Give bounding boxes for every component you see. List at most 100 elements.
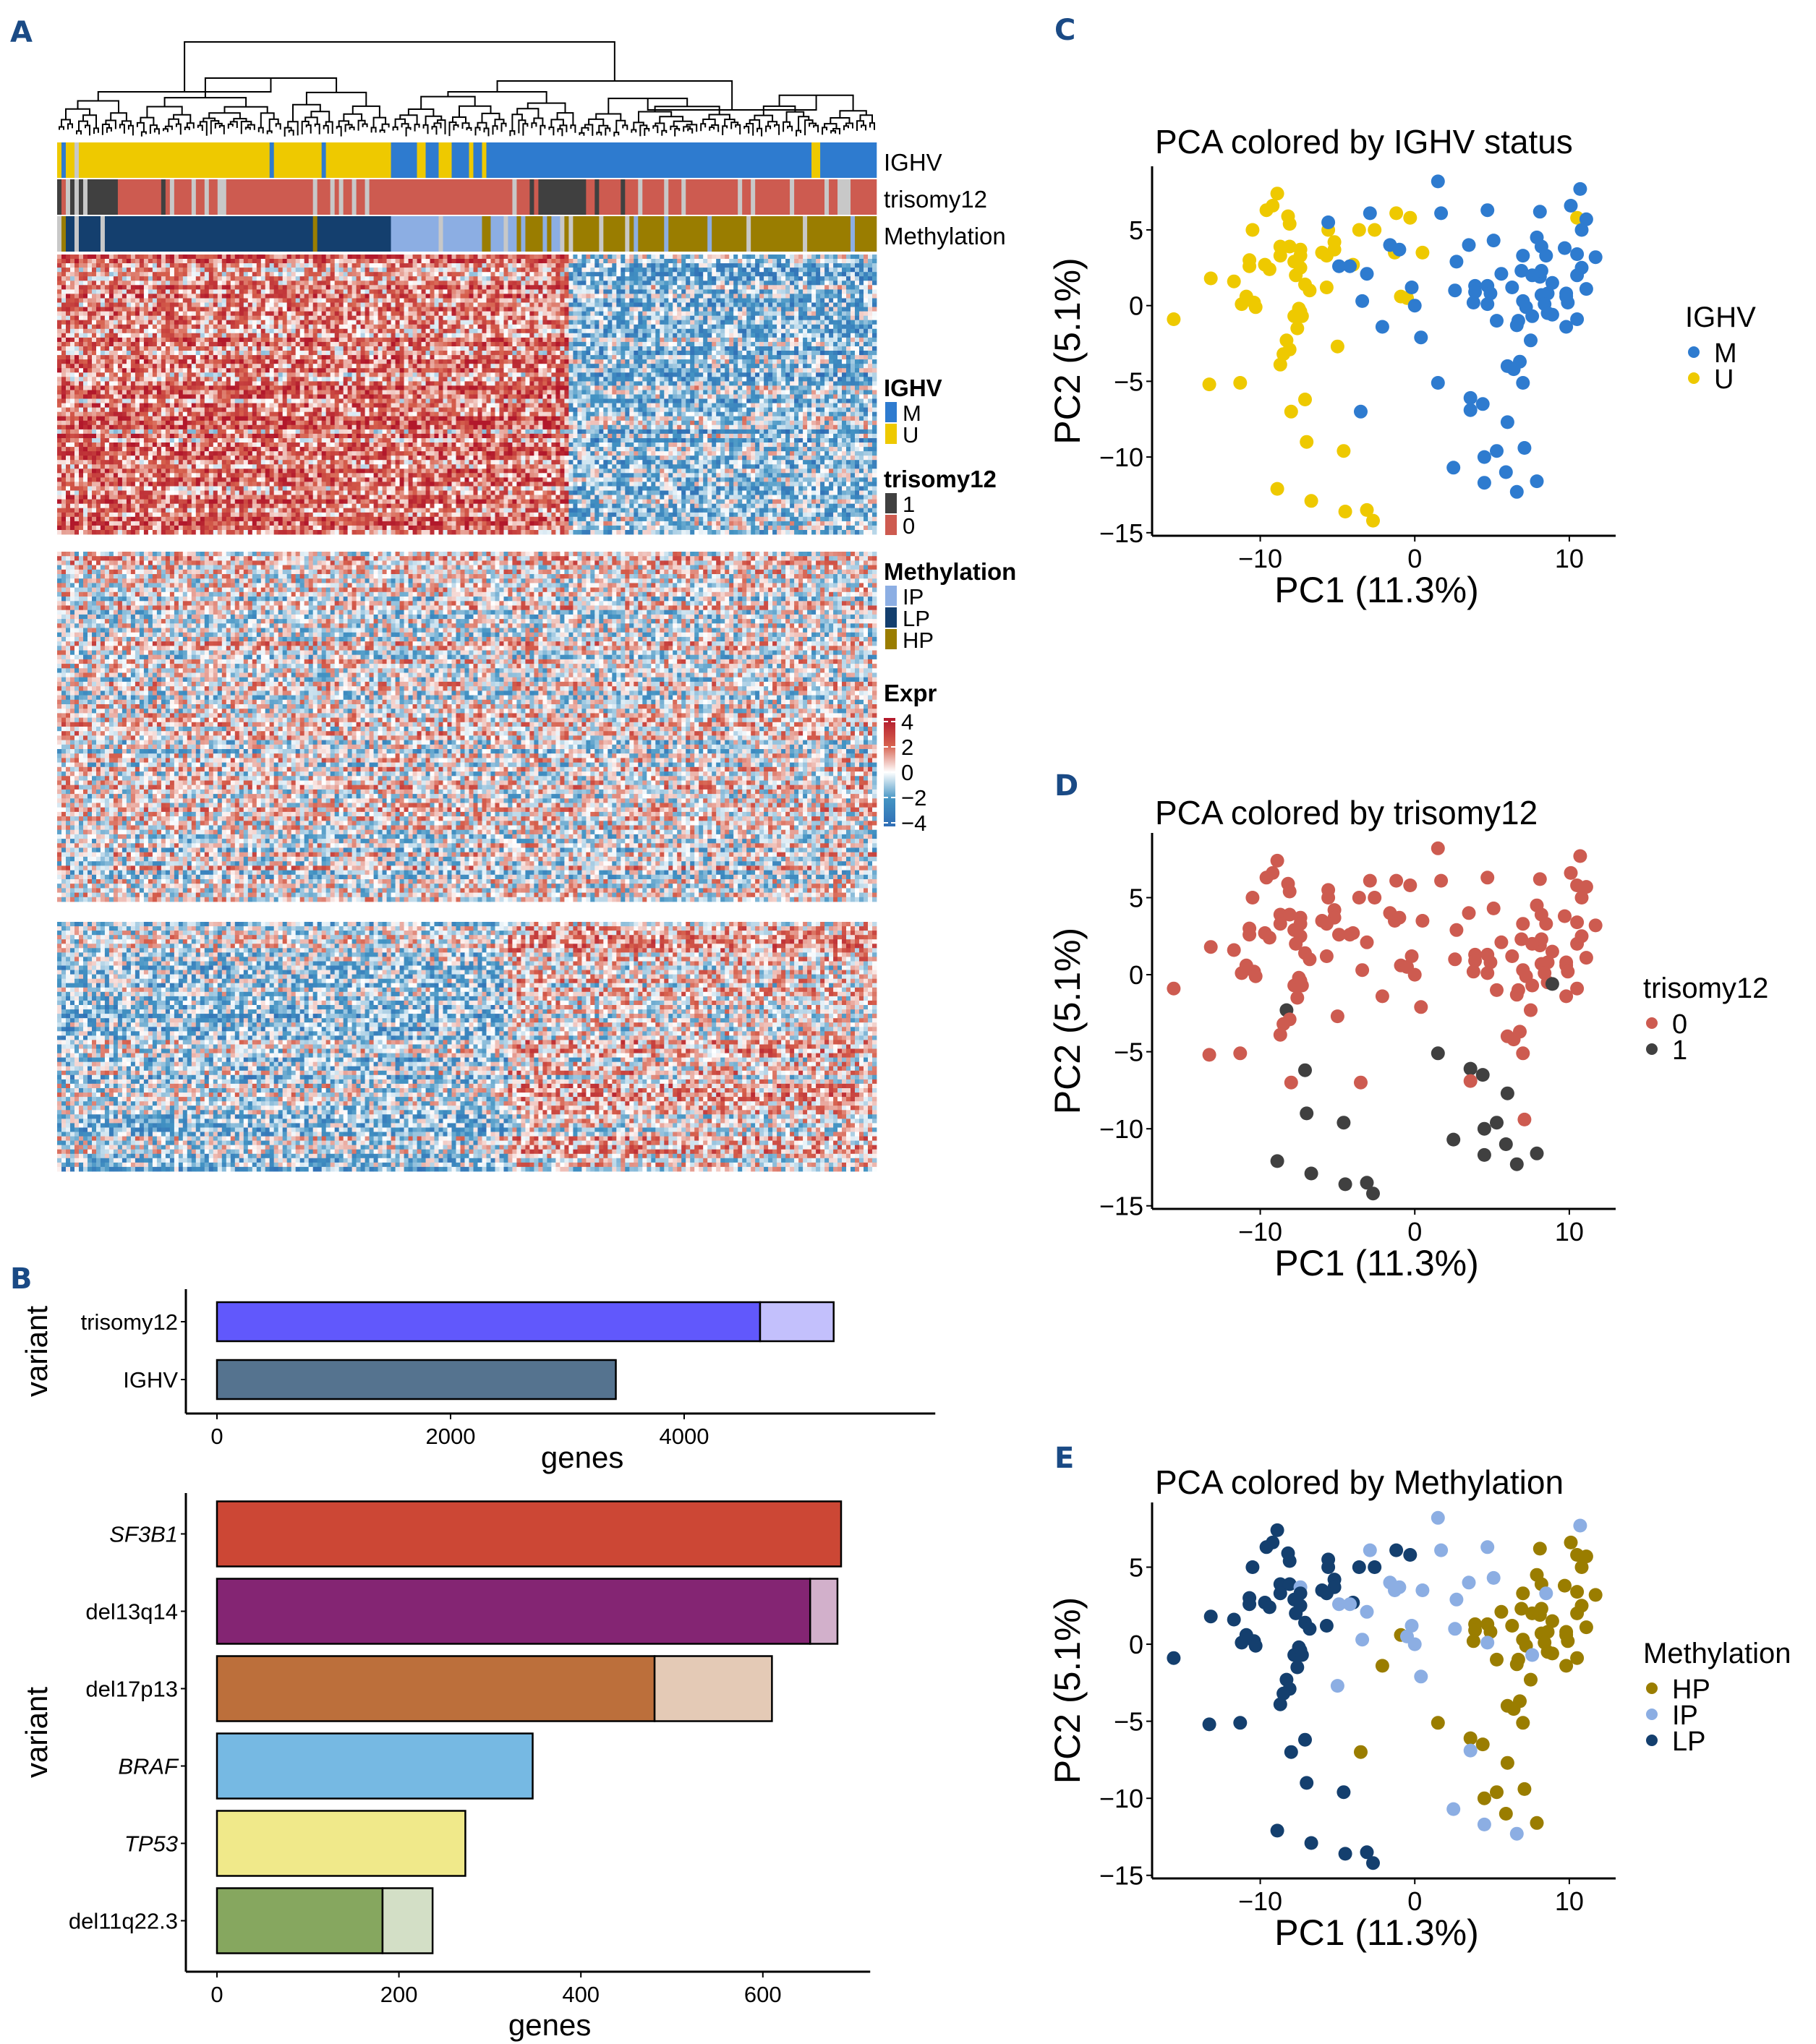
- heatmap-cell: [487, 346, 491, 351]
- heatmap-cell: [335, 355, 339, 359]
- heatmap-cell: [396, 346, 400, 351]
- heatmap-cell: [755, 303, 759, 307]
- heatmap-cell: [508, 276, 512, 281]
- heatmap-cell: [690, 320, 694, 325]
- heatmap-cell: [629, 316, 634, 320]
- heatmap-cell: [751, 276, 755, 281]
- heatmap-cell: [239, 346, 244, 351]
- heatmap-cell: [291, 299, 296, 303]
- heatmap-cell: [417, 329, 422, 333]
- heatmap-cell: [192, 355, 196, 359]
- heatmap-cell: [88, 325, 92, 329]
- heatmap-cell: [157, 307, 161, 312]
- heatmap-cell: [161, 272, 166, 276]
- heatmap-cell: [547, 268, 551, 272]
- heatmap-cell: [127, 312, 131, 316]
- heatmap-cell: [781, 276, 785, 281]
- heatmap-cell: [608, 346, 612, 351]
- heatmap-cell: [74, 299, 79, 303]
- heatmap-cell: [344, 316, 348, 320]
- heatmap-cell: [200, 325, 205, 329]
- heatmap-cell: [590, 289, 594, 294]
- heatmap-cell: [686, 325, 690, 329]
- heatmap-cell: [573, 289, 577, 294]
- heatmap-cell: [469, 307, 474, 312]
- heatmap-cell: [742, 351, 746, 355]
- heatmap-cell: [378, 303, 383, 307]
- heatmap-cell: [855, 281, 859, 285]
- heatmap-cell: [764, 263, 768, 268]
- heatmap-cell: [487, 294, 491, 298]
- heatmap-cell: [859, 346, 864, 351]
- heatmap-cell: [855, 303, 859, 307]
- heatmap-cell: [383, 272, 387, 276]
- heatmap-cell: [777, 307, 781, 312]
- heatmap-cell: [239, 312, 244, 316]
- heatmap-cell: [785, 329, 790, 333]
- heatmap-cell: [568, 268, 573, 272]
- heatmap-cell: [456, 268, 461, 272]
- heatmap-cell: [699, 325, 703, 329]
- heatmap-cell: [187, 342, 192, 346]
- heatmap-cell: [500, 338, 504, 342]
- heatmap-cell: [851, 263, 855, 268]
- heatmap-cell: [83, 281, 88, 285]
- heatmap-cell: [231, 281, 235, 285]
- heatmap-cell: [469, 289, 474, 294]
- heatmap-cell: [551, 272, 555, 276]
- heatmap-cell: [278, 359, 283, 364]
- heatmap-cell: [725, 307, 729, 312]
- heatmap-cell: [435, 312, 439, 316]
- heatmap-cell: [508, 316, 512, 320]
- heatmap-cell: [790, 255, 794, 259]
- heatmap-cell: [365, 255, 370, 259]
- heatmap-cell: [803, 329, 807, 333]
- heatmap-cell: [629, 255, 634, 259]
- heatmap-cell: [868, 320, 872, 325]
- heatmap-cell: [92, 294, 96, 298]
- heatmap-cell: [846, 342, 851, 346]
- heatmap-cell: [157, 351, 161, 355]
- heatmap-cell: [547, 320, 551, 325]
- heatmap-cell: [581, 285, 586, 289]
- heatmap-cell: [660, 329, 664, 333]
- annotation-cell-trisomy12: [829, 179, 837, 215]
- heatmap-cell: [144, 325, 148, 329]
- heatmap-cell: [594, 316, 599, 320]
- heatmap-cell: [213, 255, 218, 259]
- heatmap-cell: [448, 320, 452, 325]
- heatmap-cell: [79, 307, 83, 312]
- heatmap-cell: [326, 307, 331, 312]
- annotation-cell-trisomy12: [738, 179, 742, 215]
- heatmap-cell: [344, 307, 348, 312]
- heatmap-cell: [594, 325, 599, 329]
- heatmap-cell: [300, 338, 304, 342]
- heatmap-cell: [568, 276, 573, 281]
- heatmap-cell: [495, 259, 500, 263]
- heatmap-cell: [192, 342, 196, 346]
- heatmap-cell: [122, 303, 127, 307]
- heatmap-cell: [88, 276, 92, 281]
- heatmap-cell: [135, 320, 140, 325]
- heatmap-cell: [79, 342, 83, 346]
- heatmap-cell: [547, 333, 551, 338]
- heatmap-cell: [491, 351, 495, 355]
- heatmap-cell: [638, 355, 642, 359]
- heatmap-cell: [144, 268, 148, 272]
- heatmap-cell: [759, 259, 764, 263]
- heatmap-cell: [109, 312, 114, 316]
- dendrogram-branch: [324, 126, 328, 134]
- heatmap-cell: [651, 312, 655, 316]
- heatmap-cell: [257, 307, 261, 312]
- heatmap-cell: [417, 346, 422, 351]
- heatmap-cell: [798, 355, 803, 359]
- heatmap-cell: [707, 276, 712, 281]
- heatmap-cell: [482, 289, 487, 294]
- heatmap-cell: [790, 299, 794, 303]
- heatmap-cell: [690, 263, 694, 268]
- heatmap-cell: [495, 299, 500, 303]
- heatmap-cell: [92, 312, 96, 316]
- heatmap-cell: [74, 285, 79, 289]
- heatmap-cell: [746, 268, 751, 272]
- heatmap-cell: [842, 263, 846, 268]
